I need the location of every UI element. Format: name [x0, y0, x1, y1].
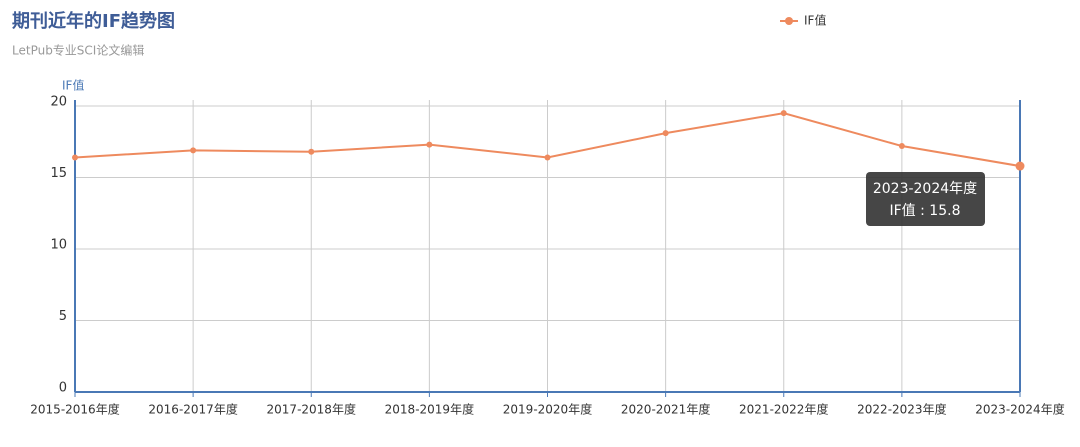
x-tick-label: 2022-2023年度 — [857, 402, 946, 417]
x-tick-label: 2021-2022年度 — [739, 402, 828, 417]
x-tick-label: 2017-2018年度 — [267, 402, 356, 417]
tooltip-box — [866, 172, 985, 226]
chart-title: 期刊近年的IF趋势图 — [12, 10, 175, 32]
y-axis-label: IF值 — [62, 78, 84, 93]
data-point — [426, 141, 433, 148]
x-tick-label: 2023-2024年度 — [975, 402, 1064, 417]
x-tick-label: 2015-2016年度 — [30, 402, 119, 417]
legend-label: IF值 — [804, 13, 826, 28]
data-point — [190, 147, 197, 154]
data-point — [898, 143, 905, 150]
x-tick-label: 2018-2019年度 — [385, 402, 474, 417]
data-point — [544, 154, 551, 161]
data-point — [662, 130, 669, 137]
x-tick-label: 2016-2017年度 — [148, 402, 237, 417]
tooltip: 2023-2024年度 IF值 : 15.8 — [866, 172, 985, 226]
tooltip-title: 2023-2024年度 — [873, 181, 977, 197]
y-tick-label: 0 — [59, 381, 67, 396]
tooltip-text: IF值 : 15.8 — [890, 203, 961, 219]
y-tick-label: 15 — [50, 166, 67, 181]
data-point — [1015, 161, 1025, 171]
x-tick-label: 2019-2020年度 — [503, 402, 592, 417]
data-point — [780, 110, 787, 117]
data-point — [72, 154, 78, 161]
legend-marker — [785, 17, 793, 25]
chart-subtitle: LetPub专业SCI论文编辑 — [12, 43, 144, 58]
y-tick-label: 20 — [50, 95, 67, 110]
data-point — [308, 148, 315, 155]
y-tick-label: 5 — [59, 309, 67, 324]
y-tick-label: 10 — [50, 238, 67, 253]
x-tick-label: 2020-2021年度 — [621, 402, 710, 417]
